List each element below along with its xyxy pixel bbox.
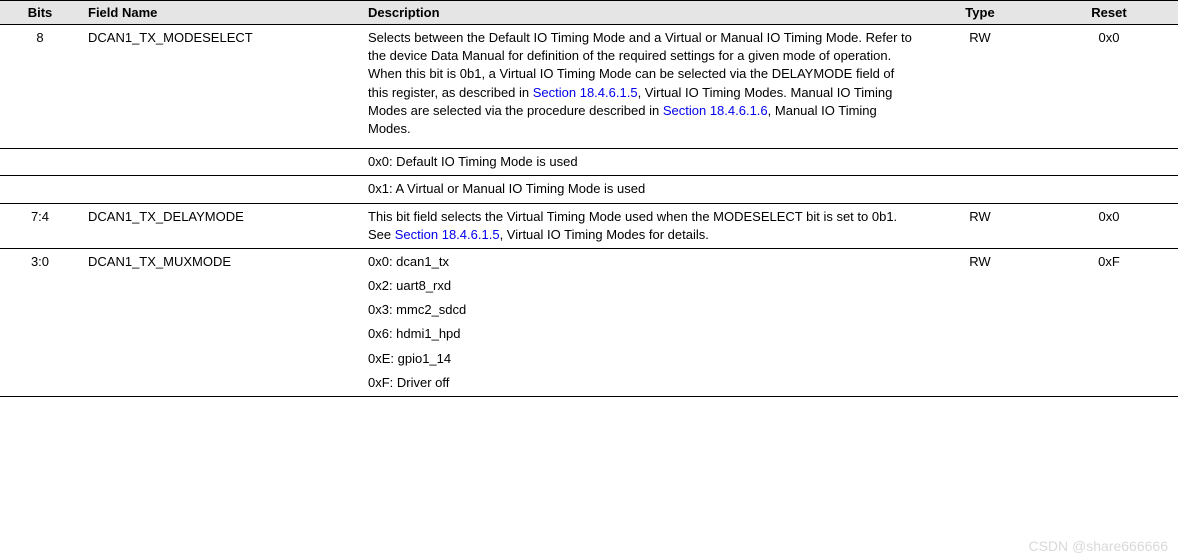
cell-field: DCAN1_TX_MODESELECT	[80, 25, 360, 149]
hdr-field: Field Name	[80, 1, 360, 25]
cell-type: RW	[920, 203, 1040, 248]
cell-field: DCAN1_TX_DELAYMODE	[80, 203, 360, 248]
desc-value: 0x1: A Virtual or Manual IO Timing Mode …	[360, 176, 920, 203]
desc-value: 0xF: Driver off	[368, 374, 912, 392]
cell-reset: 0x0	[1040, 25, 1178, 149]
desc-text: , Virtual IO Timing Modes for details.	[500, 227, 709, 242]
desc-value: 0x2: uart8_rxd	[368, 277, 912, 295]
cell-type: RW	[920, 25, 1040, 149]
hdr-bits: Bits	[0, 1, 80, 25]
table-bottom-rule	[0, 396, 1178, 397]
table-row: 3:0 DCAN1_TX_MUXMODE 0x0: dcan1_tx 0x2: …	[0, 248, 1178, 396]
cell-bits: 3:0	[0, 248, 80, 396]
desc-value: 0x0: Default IO Timing Mode is used	[360, 149, 920, 176]
watermark-text: CSDN @share666666	[1028, 538, 1168, 554]
desc-value: 0x3: mmc2_sdcd	[368, 301, 912, 319]
cell-bits: 7:4	[0, 203, 80, 248]
hdr-desc: Description	[360, 1, 920, 25]
desc-value: 0x0: dcan1_tx	[368, 253, 912, 271]
cell-type: RW	[920, 248, 1040, 396]
hdr-reset: Reset	[1040, 1, 1178, 25]
cell-reset: 0xF	[1040, 248, 1178, 396]
register-table: Bits Field Name Description Type Reset 8…	[0, 0, 1178, 397]
table-row: 0x1: A Virtual or Manual IO Timing Mode …	[0, 176, 1178, 203]
cell-bits: 8	[0, 25, 80, 149]
header-row: Bits Field Name Description Type Reset	[0, 1, 1178, 25]
cell-desc: 0x0: dcan1_tx 0x2: uart8_rxd 0x3: mmc2_s…	[360, 248, 920, 396]
table-row: 8 DCAN1_TX_MODESELECT Selects between th…	[0, 25, 1178, 149]
cell-field: DCAN1_TX_MUXMODE	[80, 248, 360, 396]
section-link[interactable]: Section 18.4.6.1.5	[395, 227, 500, 242]
desc-paragraph: Selects between the Default IO Timing Mo…	[368, 29, 912, 138]
hdr-type: Type	[920, 1, 1040, 25]
desc-value: 0xE: gpio1_14	[368, 350, 912, 368]
section-link[interactable]: Section 18.4.6.1.6	[663, 103, 768, 118]
cell-desc: Selects between the Default IO Timing Mo…	[360, 25, 920, 149]
section-link[interactable]: Section 18.4.6.1.5	[533, 85, 638, 100]
desc-value: 0x6: hdmi1_hpd	[368, 325, 912, 343]
table-row: 0x0: Default IO Timing Mode is used	[0, 149, 1178, 176]
cell-desc: This bit field selects the Virtual Timin…	[360, 203, 920, 248]
table-row: 7:4 DCAN1_TX_DELAYMODE This bit field se…	[0, 203, 1178, 248]
cell-reset: 0x0	[1040, 203, 1178, 248]
